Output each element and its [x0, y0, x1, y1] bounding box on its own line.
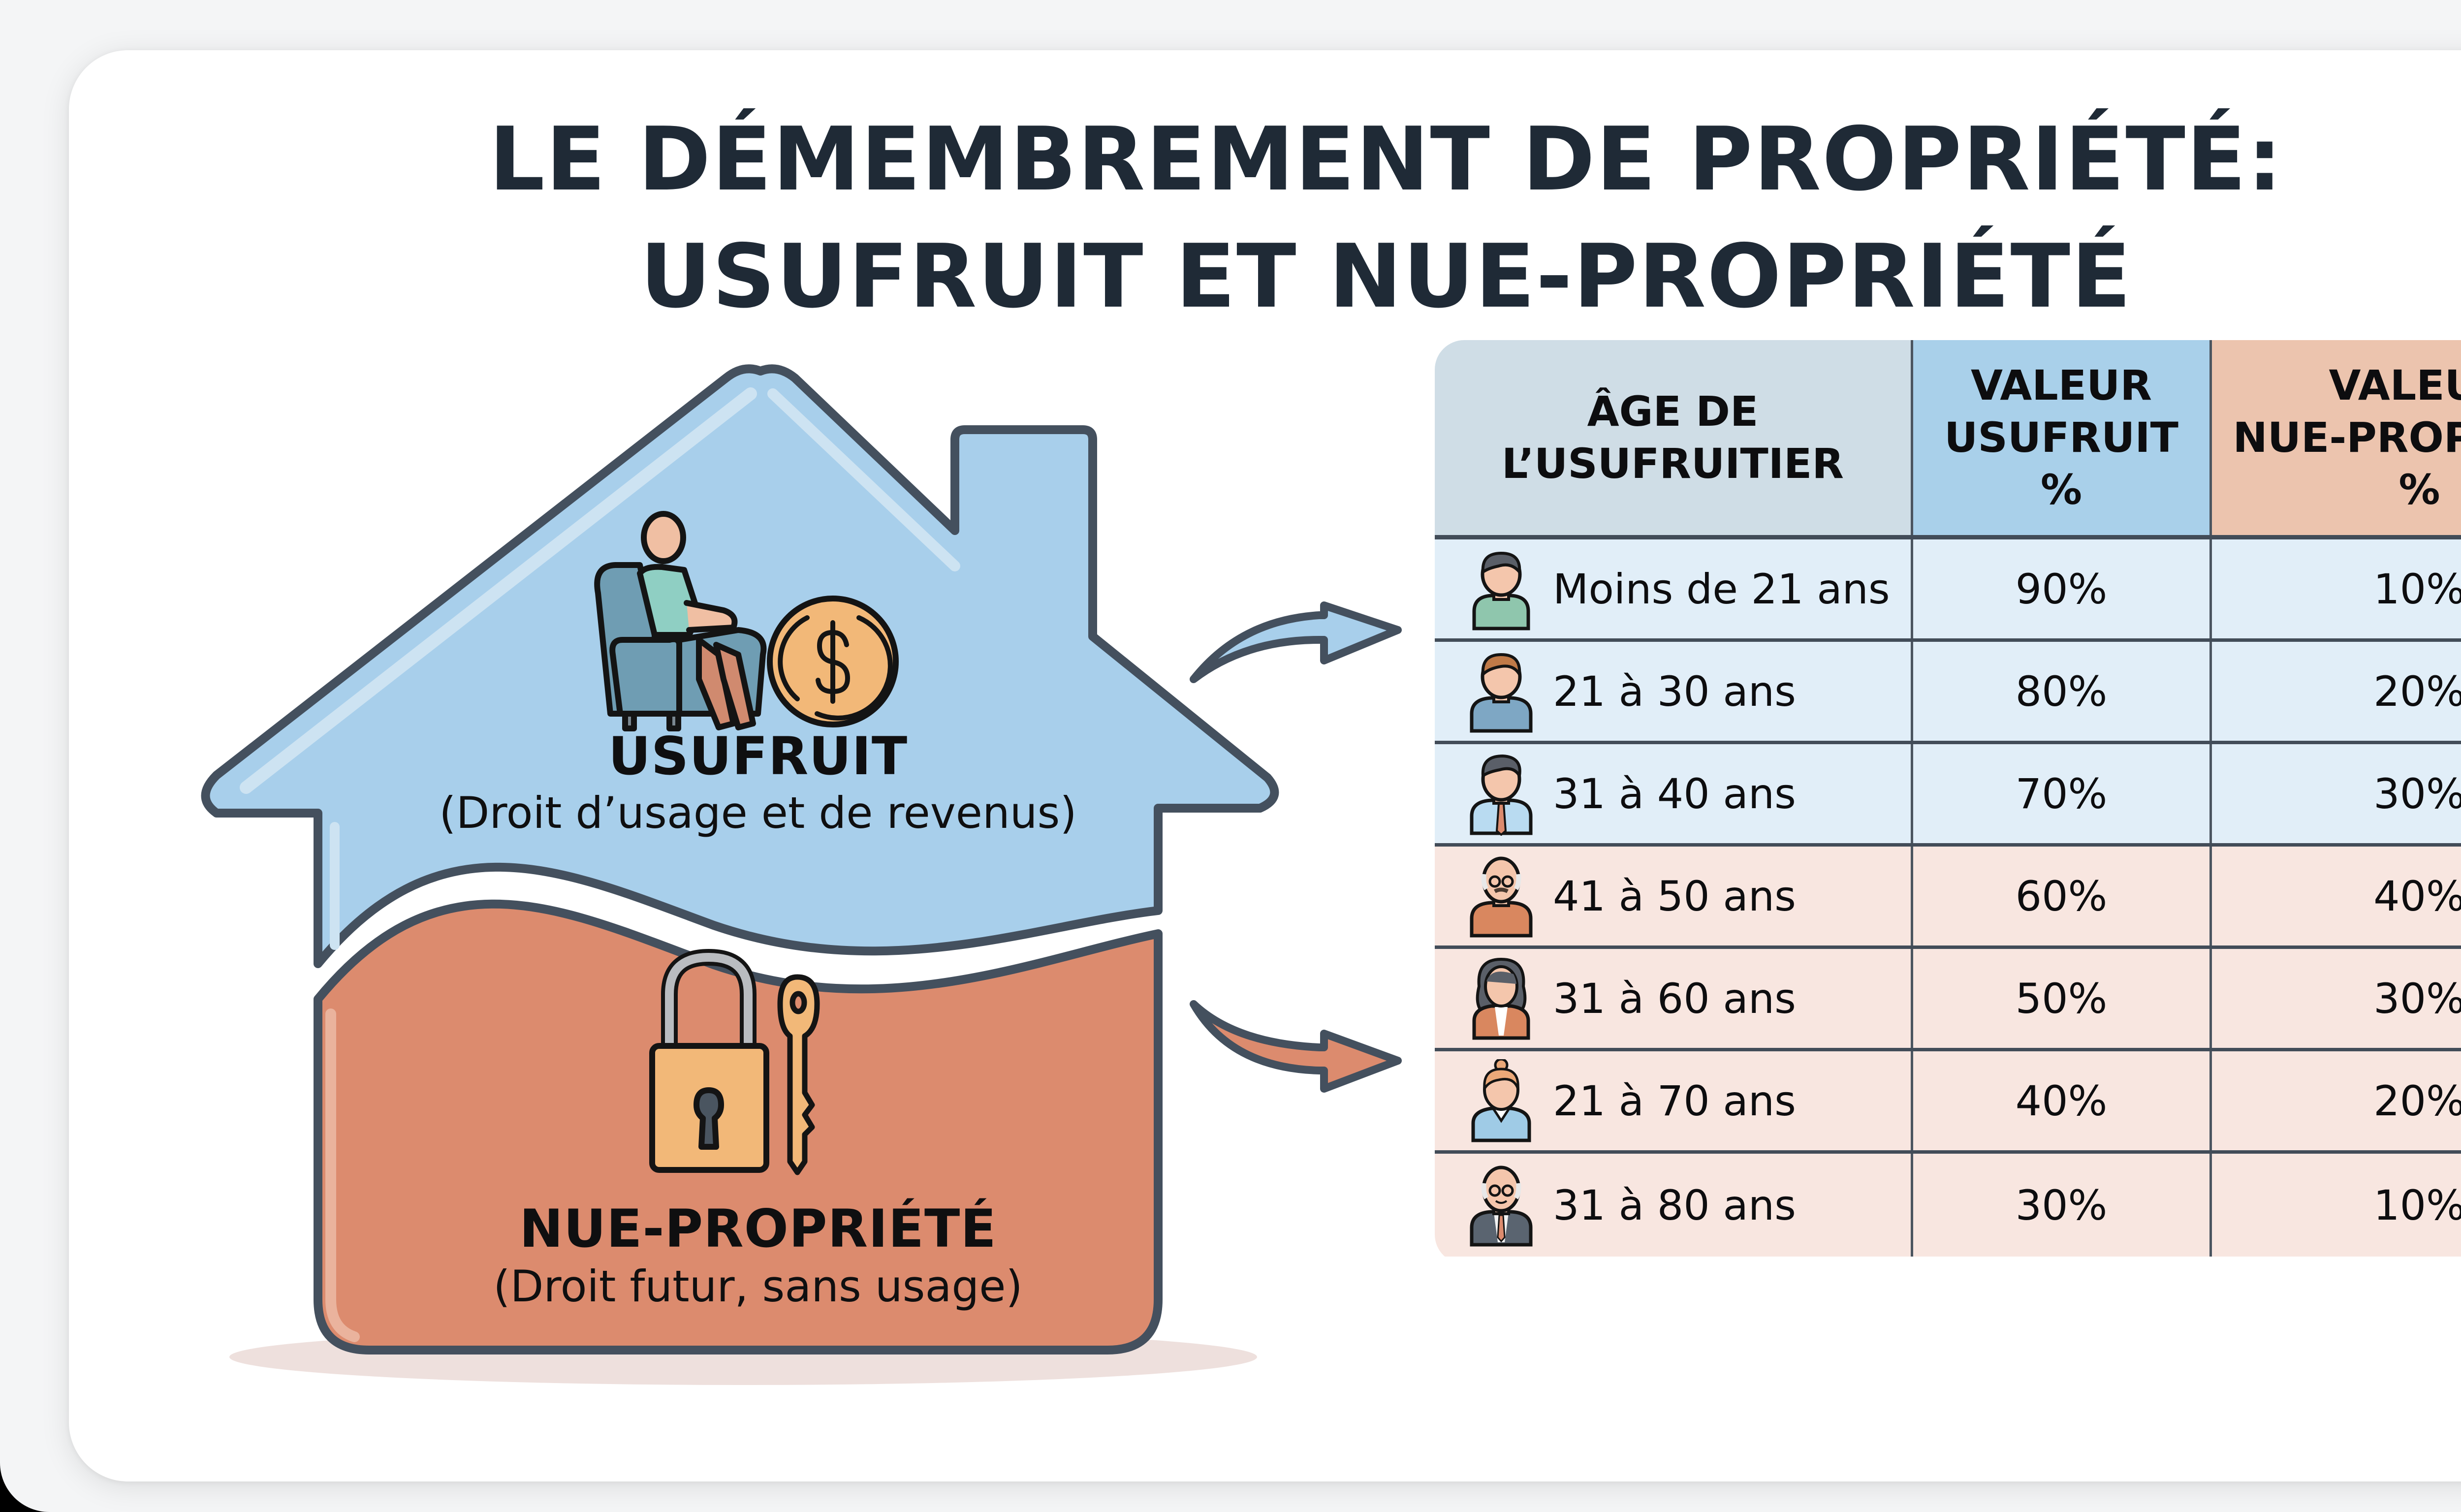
- usufruit-value: 70%: [1913, 744, 2212, 843]
- businessman-avatar-icon: [1470, 754, 1533, 836]
- nue-propriete-value: 40%: [2373, 872, 2461, 920]
- title-line-1: LE DÉMEMBREMENT DE PROPRIÉTÉ:: [489, 108, 2283, 210]
- age-range: Moins de 21 ans: [1553, 565, 1890, 613]
- usufruit-value: 40%: [1913, 1051, 2212, 1150]
- usufruit-value: 30%: [1913, 1154, 2212, 1257]
- usufruit-value: 60%: [1913, 847, 2212, 945]
- man-avatar-icon: [1470, 653, 1533, 732]
- header-nue-line1: VALEUR: [2329, 361, 2461, 410]
- table-body: Moins de 21 ans 90% 10% 21 à 30 ans 80% …: [1435, 539, 2461, 1257]
- table-row: 21 à 70 ans 40% 20%: [1435, 1051, 2461, 1154]
- woman-bun-avatar-icon: [1471, 1059, 1531, 1142]
- nue-propriete-value: 10%: [2373, 1181, 2461, 1229]
- title-line-2: USUFRUIT ET NUE-PROPRIÉTÉ: [640, 225, 2132, 327]
- age-range: 31 à 60 ans: [1553, 974, 1796, 1023]
- usufruit-value: 80%: [1913, 642, 2212, 741]
- header-age-line1: ÂGE DE: [1587, 387, 1759, 436]
- padlock-icon: [649, 949, 769, 1173]
- elderly-man-avatar-icon: [1470, 1166, 1533, 1246]
- older-man-glasses-avatar-icon: [1470, 856, 1533, 937]
- table-row: 31 à 60 ans 50% 30%: [1435, 949, 2461, 1051]
- header-usufruit: VALEUR USUFRUIT %: [1913, 340, 2212, 535]
- table-header: ÂGE DE L’USUFRUITIER VALEUR USUFRUIT % V…: [1435, 340, 2461, 539]
- key-icon: [777, 974, 820, 1175]
- age-range: 31 à 40 ans: [1553, 769, 1796, 818]
- header-nue-line2: NUE-PROPRIÉTÉ: [2233, 413, 2461, 462]
- usufruit-value: 50%: [1913, 949, 2212, 1048]
- armchair-person-icon: [594, 511, 767, 731]
- table-row: 31 à 40 ans 70% 30%: [1435, 744, 2461, 847]
- age-range: 21 à 70 ans: [1553, 1076, 1796, 1125]
- page-title: LE DÉMEMBREMENT DE PROPRIÉTÉ: USUFRUIT E…: [0, 101, 2461, 335]
- nue-propriete-sublabel: (Droit futur, sans usage): [493, 1261, 1023, 1312]
- usufruit-label: USUFRUIT: [608, 726, 908, 787]
- woman-avatar-icon: [1472, 957, 1530, 1040]
- table-row: 31 à 80 ans 30% 10%: [1435, 1154, 2461, 1257]
- nue-propriete-label: NUE-PROPRIÉTÉ: [519, 1198, 997, 1259]
- age-range: 41 à 50 ans: [1553, 872, 1796, 920]
- header-nue-propriete: VALEUR NUE-PROPRIÉTÉ %: [2212, 340, 2461, 535]
- nue-propriete-value: 30%: [2373, 769, 2461, 818]
- nue-propriete-value: 30%: [2373, 974, 2461, 1023]
- nue-propriete-value: 10%: [2373, 565, 2461, 613]
- header-age-line2: L’USUFRUITIER: [1501, 440, 1844, 488]
- valuation-table: ÂGE DE L’USUFRUITIER VALEUR USUFRUIT % V…: [1435, 340, 2461, 1264]
- header-nue-line3: %: [2398, 466, 2440, 514]
- header-usufruit-line1: VALEUR: [1970, 361, 2152, 410]
- header-usufruit-line2: USUFRUIT: [1944, 413, 2178, 462]
- table-row: 21 à 30 ans 80% 20%: [1435, 642, 2461, 744]
- usufruit-value: 90%: [1913, 539, 2212, 638]
- arrow-usufruit-icon: [1190, 601, 1402, 683]
- header-age: ÂGE DE L’USUFRUITIER: [1435, 340, 1913, 535]
- age-range: 21 à 30 ans: [1553, 667, 1796, 716]
- nue-propriete-value: 20%: [2373, 1076, 2461, 1125]
- age-range: 31 à 80 ans: [1553, 1181, 1796, 1229]
- nue-propriete-value: 20%: [2373, 667, 2461, 716]
- table-row: Moins de 21 ans 90% 10%: [1435, 539, 2461, 642]
- young-man-avatar-icon: [1472, 551, 1530, 630]
- table-row: 41 à 50 ans 60% 40%: [1435, 847, 2461, 949]
- arrow-nue-propriete-icon: [1190, 1000, 1402, 1093]
- header-usufruit-line3: %: [2040, 466, 2082, 514]
- usufruit-sublabel: (Droit d’usage et de revenus): [439, 788, 1077, 838]
- dollar-coin-icon: [767, 596, 899, 727]
